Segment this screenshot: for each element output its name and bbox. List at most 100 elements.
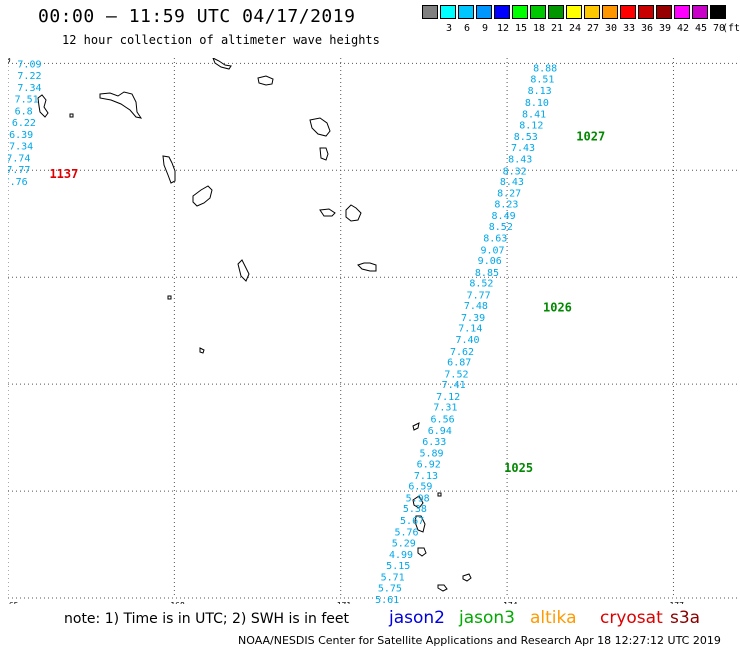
swh-value: 6.33 xyxy=(422,437,446,448)
swh-value: 6.8 xyxy=(15,106,33,117)
island xyxy=(167,295,172,300)
legend-swatch xyxy=(602,5,618,19)
satellite-name: cryosat xyxy=(600,608,663,628)
legend-swatch xyxy=(620,5,636,19)
legend-swatch xyxy=(692,5,708,19)
legend-label: 15 xyxy=(514,23,528,34)
swh-value: 8.27 xyxy=(497,189,521,200)
swh-value: 8.43 xyxy=(500,177,524,188)
legend-swatch xyxy=(476,5,492,19)
legend-label: 70 xyxy=(712,23,726,34)
island xyxy=(437,492,442,497)
swh-value: 7.43 xyxy=(511,143,535,154)
axis-tick-labels: 1651681711741770246810 xyxy=(8,58,684,604)
swh-value: 9.07 xyxy=(480,245,504,256)
swh-value: 7.34 xyxy=(9,142,33,153)
swh-value: 7.12 xyxy=(436,392,460,403)
swh-value: 7.76 xyxy=(8,177,28,188)
island xyxy=(309,117,331,137)
swh-value: 9.06 xyxy=(478,256,502,267)
island xyxy=(212,58,232,70)
swh-value: 5.61 xyxy=(375,595,399,604)
legend-label: 33 xyxy=(622,23,636,34)
legend-label: 3 xyxy=(445,23,453,34)
swh-value: 7.09 xyxy=(17,59,41,70)
legend-label: 42 xyxy=(676,23,690,34)
map-subtitle: 12 hour collection of altimeter wave hei… xyxy=(62,33,380,47)
legend-label: 39 xyxy=(658,23,672,34)
swh-value: 7.41 xyxy=(442,380,466,391)
swh-value: 5.98 xyxy=(406,493,430,504)
island xyxy=(199,347,205,354)
swh-value: 8.12 xyxy=(519,120,543,131)
swh-value: 7.39 xyxy=(461,313,485,324)
legend-swatch xyxy=(674,5,690,19)
swh-value: 8.43 xyxy=(508,155,532,166)
swh-value: 7.34 xyxy=(17,83,41,94)
swh-value: 5.38 xyxy=(403,504,427,515)
swh-value: 5.89 xyxy=(419,449,443,460)
swh-value: 7.31 xyxy=(433,403,457,414)
island xyxy=(414,515,426,533)
swh-value: 7.22 xyxy=(17,71,41,82)
swh-value: 7.74 xyxy=(8,153,30,164)
legend-label: 6 xyxy=(463,23,471,34)
legend-swatch xyxy=(512,5,528,19)
footnote: note: 1) Time is in UTC; 2) SWH is in fe… xyxy=(64,611,350,627)
island xyxy=(412,495,424,509)
swh-value: 7.48 xyxy=(464,301,488,312)
legend-label: 9 xyxy=(481,23,489,34)
island xyxy=(345,204,362,222)
time-label: 1026 xyxy=(543,301,572,315)
legend-swatch xyxy=(656,5,672,19)
island xyxy=(192,185,213,207)
island xyxy=(319,147,329,161)
island xyxy=(412,422,420,431)
island xyxy=(357,262,377,272)
legend-swatch xyxy=(458,5,474,19)
swh-value: 6.94 xyxy=(428,426,452,437)
x-tick-label: 174 xyxy=(503,601,518,604)
swh-value: 7.13 xyxy=(414,471,438,482)
legend-swatch xyxy=(566,5,582,19)
swh-value: 8.85 xyxy=(475,268,499,279)
time-labels: 11371027102610251024 xyxy=(49,130,605,475)
swh-value: 7.62 xyxy=(450,347,474,358)
x-tick-label: 171 xyxy=(337,601,352,604)
legend-unit: (ft) xyxy=(722,23,740,34)
island xyxy=(462,573,472,582)
island xyxy=(437,584,448,592)
swh-value: 8.41 xyxy=(522,110,546,121)
swh-value: 6.39 xyxy=(9,130,33,141)
legend-label: 45 xyxy=(694,23,708,34)
swh-value: 5.29 xyxy=(392,538,416,549)
swh-value: 5.71 xyxy=(381,573,405,584)
satellite-name: jason2 xyxy=(389,608,445,628)
credit-line: NOAA/NESDIS Center for Satellite Applica… xyxy=(238,634,721,647)
swh-value: 6.22 xyxy=(12,118,36,129)
swh-value: 8.51 xyxy=(530,74,554,85)
swh-value: 7.77 xyxy=(8,165,30,176)
legend-swatch xyxy=(494,5,510,19)
legend-label: 21 xyxy=(550,23,564,34)
legend-label: 27 xyxy=(586,23,600,34)
island xyxy=(37,94,49,118)
swh-value: 6.92 xyxy=(417,459,441,470)
swh-value: 5.75 xyxy=(378,583,402,594)
swh-value: 8.10 xyxy=(525,98,549,109)
swh-value: 7.14 xyxy=(458,323,482,334)
island xyxy=(319,208,336,217)
swh-value: 5.76 xyxy=(395,528,419,539)
swh-value: 7.52 xyxy=(444,369,468,380)
island xyxy=(69,113,74,118)
island xyxy=(162,155,176,184)
legend-label: 18 xyxy=(532,23,546,34)
legend-label: 24 xyxy=(568,23,582,34)
swh-value: 4.99 xyxy=(389,550,413,561)
legend-swatch xyxy=(530,5,546,19)
swh-value: 8.23 xyxy=(494,199,518,210)
swh-value: 6.59 xyxy=(408,482,432,493)
legend-label: 12 xyxy=(496,23,510,34)
swh-value: 8.32 xyxy=(503,166,527,177)
legend-swatch xyxy=(548,5,564,19)
